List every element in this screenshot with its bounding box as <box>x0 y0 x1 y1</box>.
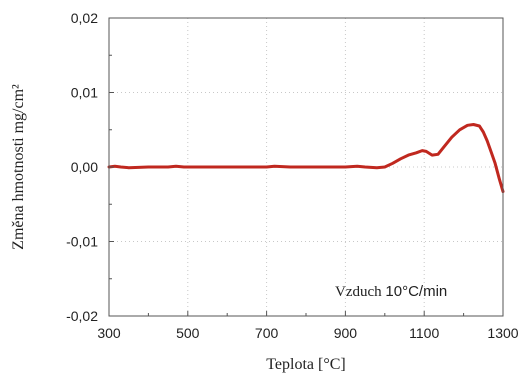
y-tick-label: 0,02 <box>71 10 98 26</box>
series-line <box>107 123 505 194</box>
y-axis-title: Změna hmotnosti mg/cm² <box>10 84 27 250</box>
x-tick-label: 500 <box>176 325 200 341</box>
annotation: Vzduch 10°C/min <box>335 283 447 300</box>
x-tick-label: 900 <box>334 325 358 341</box>
annotation-rate: 10°C/min <box>385 283 447 300</box>
y-tick-label: -0,02 <box>66 308 98 324</box>
ticks <box>108 17 504 317</box>
annotation-prefix: Vzduch <box>335 284 385 300</box>
y-tick-labels: 0,02 0,01 0,00 -0,01 -0,02 <box>66 10 98 324</box>
y-tick-label: 0,01 <box>71 85 98 101</box>
y-tick-label: 0,00 <box>71 159 98 175</box>
x-tick-label: 700 <box>255 325 279 341</box>
series-layer <box>107 123 505 194</box>
x-tick-labels: 300 500 700 900 1100 1300 <box>97 325 518 341</box>
y-tick-label: -0,01 <box>66 234 98 250</box>
x-tick-label: 1300 <box>487 325 518 341</box>
x-tick-label: 300 <box>97 325 121 341</box>
x-tick-label: 1100 <box>409 325 439 341</box>
x-axis-title: Teplota [°C] <box>266 356 345 373</box>
